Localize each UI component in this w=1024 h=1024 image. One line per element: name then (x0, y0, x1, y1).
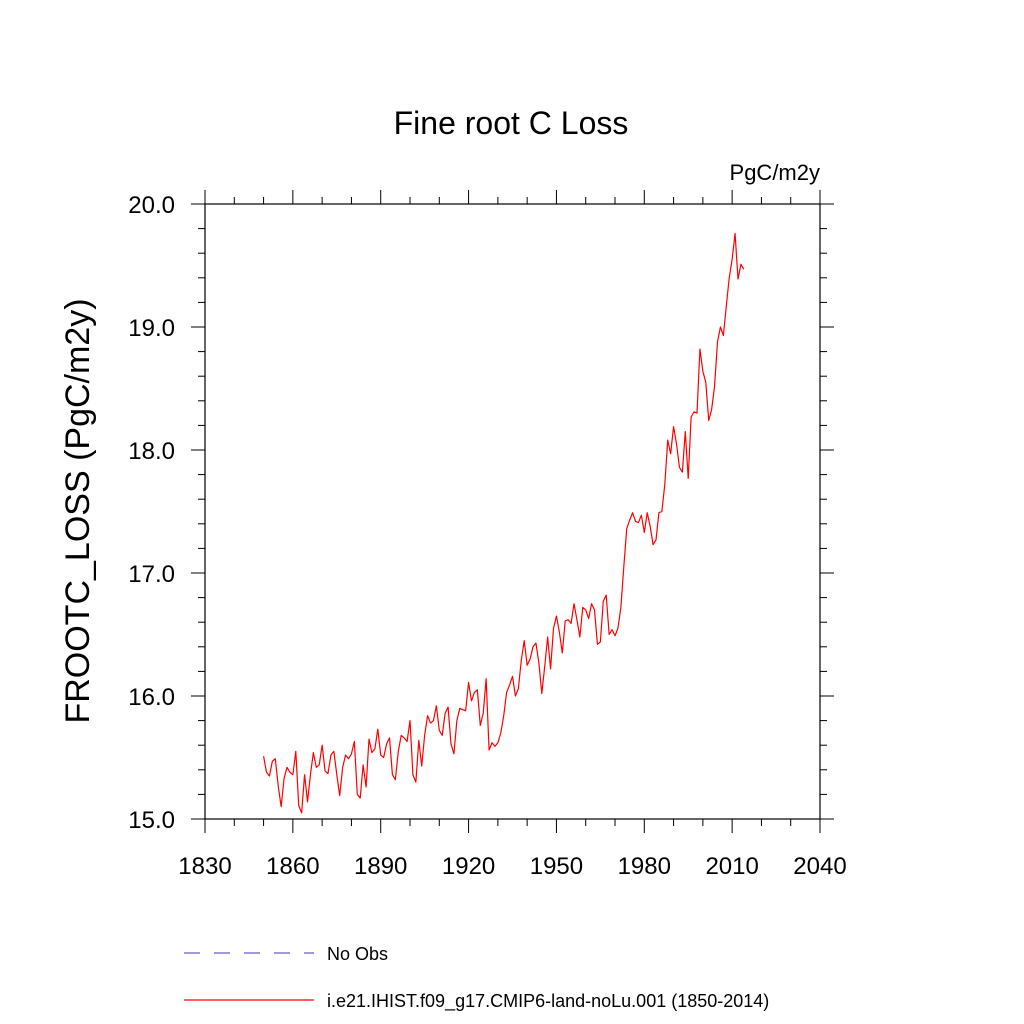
legend-label-no-obs: No Obs (327, 944, 388, 964)
x-tick-label: 1890 (354, 853, 407, 880)
x-tick-label: 1920 (442, 853, 495, 880)
x-tick-label: 2010 (705, 853, 758, 880)
axis-ticks (191, 190, 834, 833)
y-tick-label: 15.0 (128, 807, 175, 834)
x-tick-label: 2040 (793, 853, 846, 880)
plot-frame (204, 203, 821, 820)
legend: No Obs i.e21.IHIST.f09_g17.CMIP6-land-no… (184, 944, 769, 1012)
y-tick-label: 20.0 (128, 192, 175, 219)
series-line (262, 232, 745, 814)
y-tick-label: 16.0 (128, 684, 175, 711)
units-label: PgC/m2y (730, 160, 820, 185)
x-tick-label: 1860 (266, 853, 319, 880)
y-tick-label: 18.0 (128, 438, 175, 465)
chart-title: Fine root C Loss (394, 105, 629, 141)
x-tick-label: 1980 (618, 853, 671, 880)
y-tick-label: 19.0 (128, 315, 175, 342)
legend-label-model-run: i.e21.IHIST.f09_g17.CMIP6-land-noLu.001 … (327, 991, 769, 1012)
x-tick-label: 1950 (530, 853, 583, 880)
y-axis-label: FROOTC_LOSS (PgC/m2y) (59, 298, 97, 723)
y-tick-label: 17.0 (128, 561, 175, 588)
x-tick-label: 1830 (178, 853, 231, 880)
axis-tick-labels: 1830 1860 1890 1920 1950 1980 2010 2040 15.0 16.0… (128, 192, 846, 880)
